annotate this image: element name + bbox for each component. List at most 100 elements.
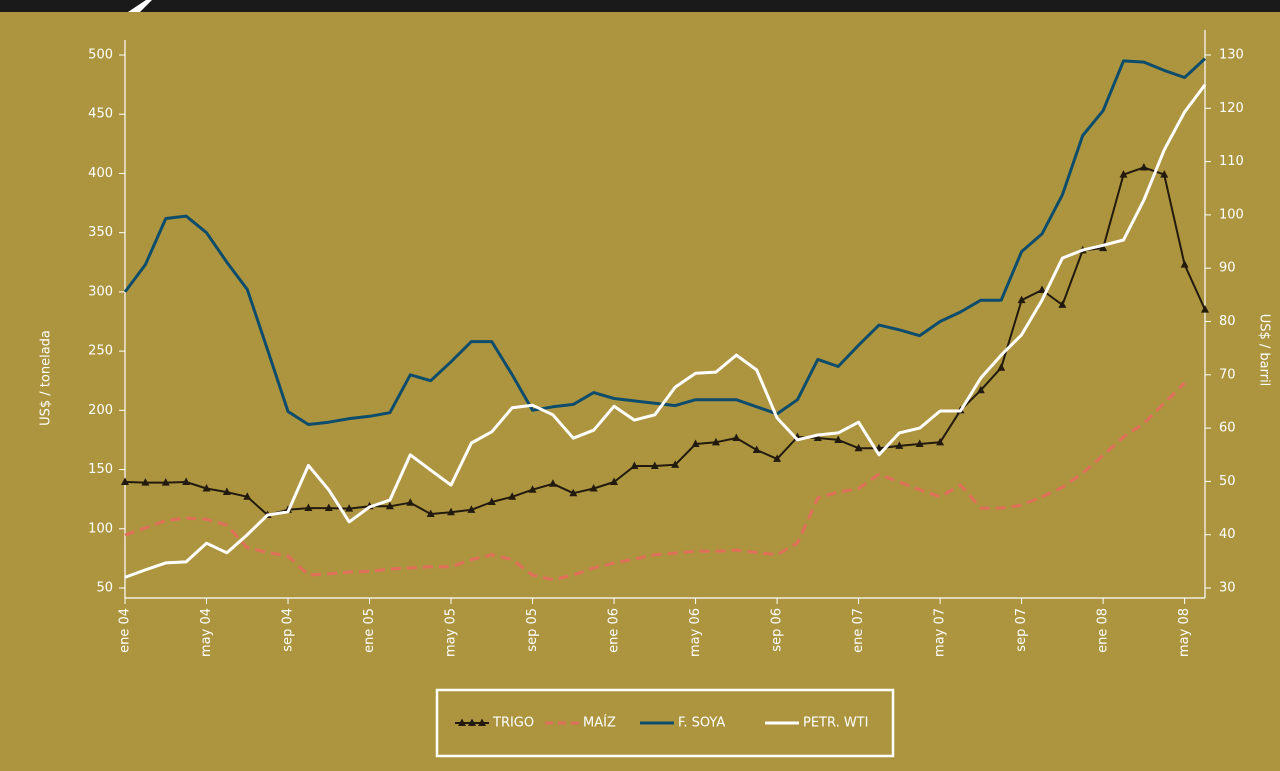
y2-tick-label: 120 <box>1219 101 1244 116</box>
x-tick-label: sep 05 <box>525 608 540 652</box>
series-marker <box>976 385 985 394</box>
series-marker <box>508 492 517 500</box>
top-bar-slash <box>128 0 152 12</box>
series-marker <box>732 433 741 442</box>
series-marker <box>1201 305 1209 313</box>
series-marker <box>813 433 822 442</box>
x-tick-label: ene 06 <box>607 608 622 653</box>
series-marker <box>691 439 700 447</box>
y-tick-label: 350 <box>88 225 113 240</box>
x-tick-label: ene 08 <box>1096 608 1111 653</box>
y2-axis-title: US$ / barril <box>1257 314 1272 387</box>
legend-marker <box>458 718 466 726</box>
y-tick-label: 50 <box>96 581 113 596</box>
y2-tick-label: 50 <box>1219 474 1236 489</box>
y2-tick-label: 100 <box>1219 207 1244 222</box>
y-tick-label: 300 <box>88 284 113 299</box>
legend-marker <box>478 718 486 726</box>
y2-tick-label: 30 <box>1219 581 1236 596</box>
y-axis-title: US$ / tonelada <box>39 330 54 426</box>
series-marker <box>1180 260 1189 268</box>
legend-label: PETR. WTI <box>803 716 868 731</box>
y-tick-label: 200 <box>88 403 113 418</box>
y-tick-label: 100 <box>88 521 113 536</box>
y2-tick-label: 60 <box>1219 421 1236 436</box>
series-marker <box>1119 170 1128 178</box>
series-marker <box>854 443 863 452</box>
series-marker <box>304 503 313 512</box>
series-line <box>123 57 1207 426</box>
x-tick-label: ene 05 <box>362 608 377 653</box>
series-marker <box>711 437 720 446</box>
top-bar <box>0 0 1280 12</box>
x-tick-label: may 08 <box>1177 608 1192 657</box>
x-tick-label: may 04 <box>199 608 214 657</box>
series-marker <box>671 460 680 468</box>
series-marker <box>548 479 557 487</box>
y-tick-label: 250 <box>88 344 113 359</box>
series-marker <box>385 501 394 510</box>
series-marker <box>997 363 1006 371</box>
y2-tick-label: 70 <box>1219 367 1236 382</box>
series-marker <box>202 484 211 492</box>
legend-label: TRIGO <box>492 716 534 731</box>
x-tick-label: sep 04 <box>281 608 296 652</box>
series-marker <box>345 504 354 512</box>
x-tick-label: may 07 <box>933 608 948 657</box>
legend-label: F. SOYA <box>678 716 725 731</box>
series-marker <box>1058 300 1067 308</box>
series-marker <box>936 437 945 446</box>
series-marker <box>1139 163 1148 171</box>
legend-marker <box>468 718 476 726</box>
series-marker <box>406 498 415 506</box>
y-tick-label: 150 <box>88 462 113 477</box>
series-line <box>124 166 1206 516</box>
y2-tick-label: 40 <box>1219 527 1236 542</box>
legend-box <box>435 688 895 758</box>
series-marker <box>1099 243 1108 252</box>
series-marker <box>834 435 843 443</box>
series-marker <box>121 477 129 485</box>
series-marker <box>324 503 333 512</box>
series-marker <box>569 488 578 497</box>
series-marker <box>1160 170 1169 178</box>
series-marker <box>610 477 619 485</box>
y-tick-label: 500 <box>88 48 113 63</box>
x-tick-label: sep 06 <box>770 608 785 652</box>
y-tick-label: 450 <box>88 107 113 122</box>
series-marker <box>447 507 456 516</box>
series-marker <box>752 445 761 454</box>
series-marker <box>487 497 496 506</box>
series-marker <box>467 505 476 513</box>
series-line <box>124 83 1207 579</box>
y2-tick-label: 80 <box>1219 314 1236 329</box>
y2-tick-label: 90 <box>1219 261 1236 276</box>
series-marker <box>589 484 598 492</box>
y2-tick-label: 110 <box>1219 154 1244 169</box>
series-marker <box>161 478 170 486</box>
x-tick-label: ene 07 <box>851 608 866 653</box>
series-marker <box>915 439 924 447</box>
series-marker <box>182 477 191 485</box>
series-marker <box>1017 295 1026 304</box>
x-tick-label: sep 07 <box>1014 608 1029 652</box>
series-marker <box>773 454 782 462</box>
series-marker <box>895 441 904 449</box>
x-tick-label: ene 04 <box>118 608 133 653</box>
series-marker <box>1037 285 1046 293</box>
series-line <box>124 382 1186 582</box>
y-tick-label: 400 <box>88 166 113 181</box>
series-marker <box>426 509 435 517</box>
series-marker <box>650 461 659 470</box>
x-tick-label: may 06 <box>688 608 703 657</box>
series-marker <box>528 485 537 493</box>
series-marker <box>222 487 231 496</box>
y2-tick-label: 130 <box>1219 48 1244 63</box>
x-tick-label: may 05 <box>444 608 459 657</box>
series-marker <box>243 492 252 500</box>
series-marker <box>630 461 639 470</box>
legend-label: MAÍZ <box>583 715 616 731</box>
series-marker <box>141 478 150 486</box>
